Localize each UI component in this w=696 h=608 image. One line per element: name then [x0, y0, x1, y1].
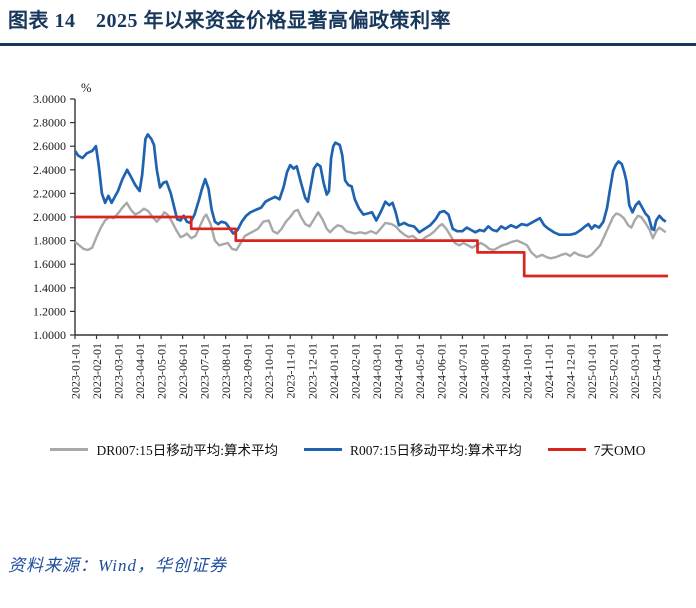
svg-text:1.6000: 1.6000: [33, 257, 66, 271]
omo-line-swatch-icon: [547, 447, 586, 451]
svg-text:2024-04-01: 2024-04-01: [391, 343, 405, 399]
svg-text:2024-06-01: 2024-06-01: [434, 343, 448, 399]
chart-legend: DR007:15日移动平均:算术平均 R007:15日移动平均:算术平均 7天O…: [0, 439, 696, 459]
svg-text:2.2000: 2.2000: [33, 186, 66, 200]
svg-text:2023-07-01: 2023-07-01: [198, 343, 212, 399]
source-note: 资料来源：Wind，华创证券: [8, 556, 227, 575]
svg-text:1.4000: 1.4000: [33, 281, 66, 295]
r007-line-swatch-icon: [303, 447, 342, 451]
svg-text:2023-01-01: 2023-01-01: [69, 343, 83, 399]
svg-text:2.4000: 2.4000: [33, 163, 66, 177]
svg-text:%: %: [81, 81, 91, 95]
svg-text:2.6000: 2.6000: [33, 139, 66, 153]
svg-text:2024-07-01: 2024-07-01: [456, 343, 470, 399]
svg-text:2.8000: 2.8000: [33, 116, 66, 130]
svg-text:2023-08-01: 2023-08-01: [219, 343, 233, 399]
svg-text:2024-08-01: 2024-08-01: [477, 343, 491, 399]
legend-item-r007: R007:15日移动平均:算术平均: [303, 439, 522, 459]
svg-text:2025-02-01: 2025-02-01: [607, 343, 621, 399]
legend-label-r007: R007:15日移动平均:算术平均: [349, 443, 522, 458]
svg-text:2023-05-01: 2023-05-01: [155, 343, 169, 399]
svg-text:2023-04-01: 2023-04-01: [133, 343, 147, 399]
legend-item-omo: 7天OMO: [547, 439, 646, 459]
svg-text:2025-01-01: 2025-01-01: [585, 343, 599, 399]
svg-text:1.8000: 1.8000: [33, 234, 66, 248]
svg-text:2025-04-01: 2025-04-01: [650, 343, 664, 399]
svg-text:2023-12-01: 2023-12-01: [305, 343, 319, 399]
dr007-line-swatch-icon: [50, 447, 89, 451]
svg-text:2023-10-01: 2023-10-01: [262, 343, 276, 399]
svg-text:2024-01-01: 2024-01-01: [327, 343, 341, 399]
svg-text:2.0000: 2.0000: [33, 210, 66, 224]
svg-text:3.0000: 3.0000: [33, 92, 66, 106]
svg-text:2024-03-01: 2024-03-01: [370, 343, 384, 399]
svg-text:2024-05-01: 2024-05-01: [413, 343, 427, 399]
funding-rate-line-chart: 1.0000 1.2000 1.4000 1.6000 1.8000 2.0000 2.20…: [33, 81, 668, 399]
svg-text:1.2000: 1.2000: [33, 304, 66, 318]
svg-text:1.0000: 1.0000: [33, 328, 66, 342]
legend-item-dr007: DR007:15日移动平均:算术平均: [50, 439, 278, 459]
page-title: 图表 14 2025 年以来资金价格显著高偏政策利率: [8, 10, 451, 32]
svg-text:2024-09-01: 2024-09-01: [499, 343, 513, 399]
legend-label-omo: 7天OMO: [593, 443, 646, 458]
legend-label-dr007: DR007:15日移动平均:算术平均: [96, 443, 278, 458]
svg-text:2023-02-01: 2023-02-01: [90, 343, 104, 399]
svg-text:2023-09-01: 2023-09-01: [241, 343, 255, 399]
svg-text:2023-06-01: 2023-06-01: [176, 343, 190, 399]
title-underline-rule: [0, 43, 696, 46]
chart-area: 1.0000 1.2000 1.4000 1.6000 1.8000 2.0000 2.20…: [0, 54, 696, 437]
svg-text:2024-02-01: 2024-02-01: [348, 343, 362, 399]
svg-text:2024-10-01: 2024-10-01: [521, 343, 535, 399]
svg-text:2024-11-01: 2024-11-01: [542, 343, 556, 399]
svg-text:2023-03-01: 2023-03-01: [112, 343, 126, 399]
svg-text:2025-03-01: 2025-03-01: [628, 343, 642, 399]
svg-text:2024-12-01: 2024-12-01: [564, 343, 578, 399]
svg-text:2023-11-01: 2023-11-01: [284, 343, 298, 399]
